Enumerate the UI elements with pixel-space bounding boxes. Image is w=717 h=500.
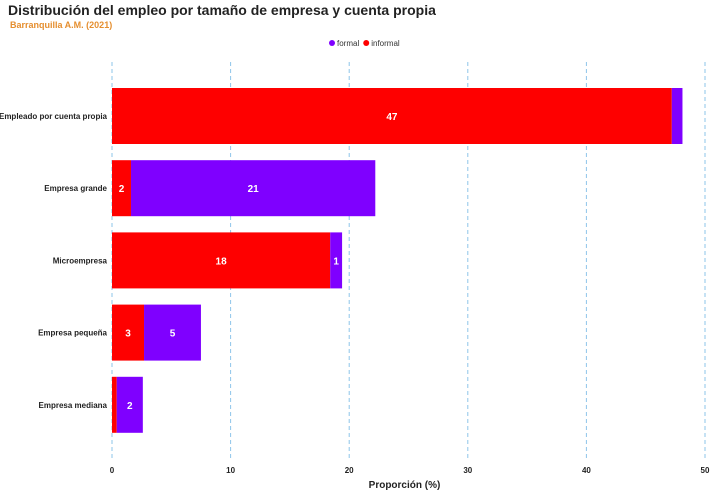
category-label-4: Empresa mediana [39, 401, 108, 410]
data-label-informal-2: 18 [216, 256, 228, 267]
x-tick-label-10: 10 [226, 466, 235, 475]
bar-informal-0 [112, 88, 672, 144]
x-tick-label-30: 30 [463, 466, 472, 475]
bar-informal-1 [112, 160, 131, 217]
bar-formal-3 [144, 304, 201, 361]
bar-informal-4 [112, 376, 117, 433]
data-label-formal-3: 5 [170, 329, 176, 340]
x-tick-label-20: 20 [345, 466, 354, 475]
bar-formal-4 [116, 376, 143, 433]
chart-title: Distribución del empleo por tamaño de em… [8, 2, 436, 18]
legend-label-informal: informal [371, 39, 400, 48]
legend-label-formal: formal [337, 39, 359, 48]
bar-informal-2 [112, 232, 331, 289]
data-label-formal-1: 21 [248, 184, 260, 195]
data-label-informal-3: 3 [125, 329, 131, 340]
x-tick-label-0: 0 [110, 466, 115, 475]
data-label-informal-1: 2 [119, 184, 125, 195]
category-label-2: Microempresa [53, 256, 108, 265]
bar-informal-3 [112, 304, 145, 361]
category-label-1: Empresa grande [44, 184, 107, 193]
legend-marker-formal [329, 40, 335, 46]
bar-formal-0 [671, 88, 683, 144]
x-axis-title: Proporción (%) [369, 480, 441, 491]
category-label-3: Empresa pequeña [38, 329, 107, 338]
category-label-0: Empleado por cuenta propia [0, 112, 108, 121]
data-label-formal-4: 2 [127, 401, 133, 412]
x-tick-label-40: 40 [582, 466, 591, 475]
chart-subtitle: Barranquilla A.M. (2021) [10, 20, 113, 30]
data-label-informal-0: 47 [386, 112, 398, 123]
x-tick-label-50: 50 [701, 466, 710, 475]
bar-formal-1 [130, 160, 376, 217]
bar-formal-2 [330, 232, 343, 289]
legend-marker-informal [363, 40, 370, 46]
data-label-formal-2: 1 [333, 256, 339, 267]
